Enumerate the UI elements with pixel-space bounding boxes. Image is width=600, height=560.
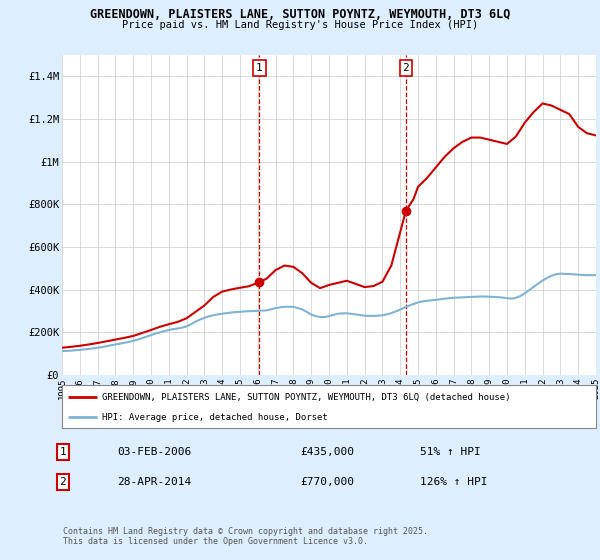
Text: 126% ↑ HPI: 126% ↑ HPI: [420, 477, 487, 487]
Text: GREENDOWN, PLAISTERS LANE, SUTTON POYNTZ, WEYMOUTH, DT3 6LQ: GREENDOWN, PLAISTERS LANE, SUTTON POYNTZ…: [90, 8, 510, 21]
Text: 2: 2: [59, 477, 67, 487]
Text: Contains HM Land Registry data © Crown copyright and database right 2025.
This d: Contains HM Land Registry data © Crown c…: [63, 526, 428, 546]
Text: 2: 2: [403, 63, 409, 73]
Text: 28-APR-2014: 28-APR-2014: [117, 477, 191, 487]
Text: 03-FEB-2006: 03-FEB-2006: [117, 447, 191, 457]
Text: 51% ↑ HPI: 51% ↑ HPI: [420, 447, 481, 457]
Text: GREENDOWN, PLAISTERS LANE, SUTTON POYNTZ, WEYMOUTH, DT3 6LQ (detached house): GREENDOWN, PLAISTERS LANE, SUTTON POYNTZ…: [102, 393, 511, 402]
Text: 1: 1: [256, 63, 263, 73]
Text: £435,000: £435,000: [300, 447, 354, 457]
Text: Price paid vs. HM Land Registry's House Price Index (HPI): Price paid vs. HM Land Registry's House …: [122, 20, 478, 30]
Text: £770,000: £770,000: [300, 477, 354, 487]
Text: HPI: Average price, detached house, Dorset: HPI: Average price, detached house, Dors…: [102, 413, 328, 422]
Text: 1: 1: [59, 447, 67, 457]
